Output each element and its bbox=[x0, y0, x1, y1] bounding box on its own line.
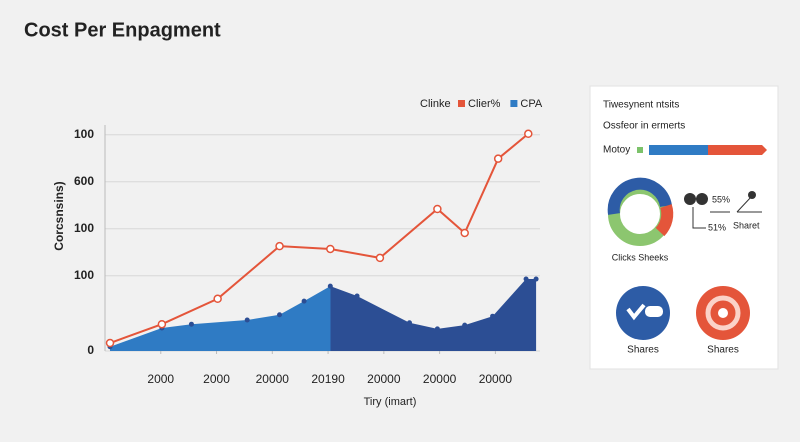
line-point bbox=[433, 204, 442, 214]
share-icon-glyph bbox=[626, 303, 646, 321]
pct-b: 51% bbox=[708, 222, 726, 232]
y-axis-title: Corcsnsins) bbox=[52, 181, 66, 250]
legend-label: CPA bbox=[520, 98, 542, 110]
line-point bbox=[326, 244, 335, 254]
share-icon-glyph bbox=[718, 308, 728, 318]
share-label: Sharet bbox=[733, 220, 760, 230]
page-title: Cost Per Enpagment bbox=[24, 19, 221, 41]
panel-subtitle: Ossfeor in ermerts bbox=[603, 121, 685, 132]
donut-blue bbox=[607, 177, 672, 215]
area-point bbox=[462, 322, 468, 328]
bar-swatch bbox=[637, 147, 643, 153]
share-icon bbox=[616, 286, 670, 340]
line-point bbox=[375, 253, 385, 263]
icon-label: Shares bbox=[627, 345, 659, 356]
share-icon-glyph bbox=[705, 295, 741, 331]
y-tick-label: 100 bbox=[74, 268, 94, 282]
line-point bbox=[213, 294, 222, 304]
connector bbox=[692, 195, 762, 229]
icon-dot bbox=[696, 193, 708, 205]
x-tick-label: 2000 bbox=[203, 372, 230, 386]
donut-red bbox=[655, 204, 674, 237]
panel-title: Tiwesynent ntsits bbox=[603, 100, 679, 111]
chart: 0 100 100 600 100 2000 2000 20000 20190 20000 2000… bbox=[74, 125, 540, 386]
legend: Clier% CPA bbox=[458, 98, 543, 110]
line-point bbox=[275, 241, 284, 251]
area-point bbox=[407, 320, 412, 326]
area-point bbox=[327, 283, 333, 289]
y-tick-label: 600 bbox=[74, 174, 94, 188]
progress-blue bbox=[649, 145, 708, 155]
area-point bbox=[434, 326, 440, 332]
legend-title: Clinke bbox=[420, 98, 451, 110]
area-point bbox=[277, 312, 283, 318]
area-point bbox=[533, 276, 539, 282]
x-tick-label: 20000 bbox=[367, 372, 401, 386]
icon-label: Shares bbox=[707, 345, 739, 356]
x-axis-title: Tiry (imart) bbox=[364, 396, 417, 408]
pct-a: 55% bbox=[712, 194, 730, 204]
progress-red bbox=[708, 145, 767, 155]
legend-label: Clier% bbox=[468, 98, 501, 110]
bar-label: Motoy bbox=[603, 145, 630, 156]
area-point bbox=[523, 276, 529, 282]
x-tick-label: 2000 bbox=[147, 372, 174, 386]
y-tick-label: 0 bbox=[87, 343, 94, 357]
x-tick-label: 20190 bbox=[311, 372, 345, 386]
line bbox=[109, 132, 529, 344]
icon-dot bbox=[748, 191, 756, 199]
y-tick-label: 100 bbox=[74, 127, 94, 141]
legend-swatch bbox=[458, 100, 465, 107]
icon-dot bbox=[684, 193, 696, 205]
side-panel: Tiwesynent ntsits Ossfeor in ermerts Mot… bbox=[589, 85, 779, 370]
line-point bbox=[157, 319, 167, 329]
x-tick-label: 20000 bbox=[479, 372, 513, 386]
line-point bbox=[105, 338, 115, 348]
area-point bbox=[301, 298, 307, 304]
donut-caption: Clicks Sheeks bbox=[612, 252, 669, 262]
line-point bbox=[460, 228, 469, 238]
area-point bbox=[490, 313, 496, 319]
share-icon-glyph bbox=[645, 306, 663, 317]
y-tick-label: 100 bbox=[74, 221, 94, 235]
x-tick-label: 20000 bbox=[256, 372, 290, 386]
line-point bbox=[524, 129, 533, 139]
legend-swatch bbox=[510, 100, 518, 107]
area-point bbox=[354, 293, 360, 299]
x-tick-label: 20000 bbox=[423, 372, 457, 386]
area-point bbox=[188, 321, 194, 327]
line-point bbox=[493, 154, 503, 163]
area-point bbox=[244, 317, 250, 323]
area bbox=[110, 279, 537, 351]
